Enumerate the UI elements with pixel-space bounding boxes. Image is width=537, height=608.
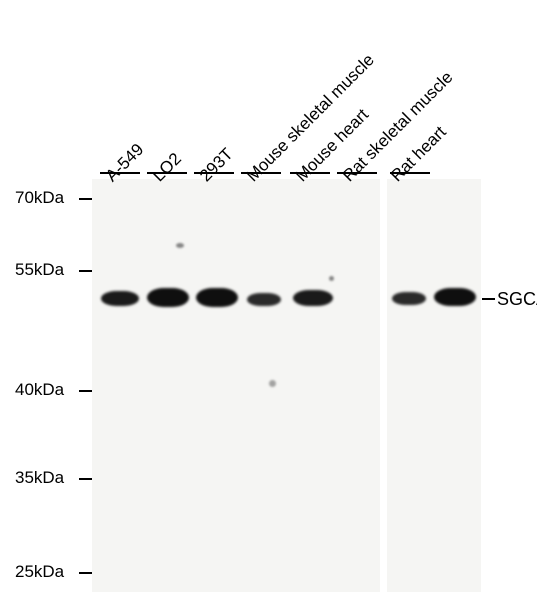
protein-label-tick bbox=[482, 298, 495, 300]
noise-spot bbox=[329, 276, 334, 281]
blot-panel-1 bbox=[92, 179, 380, 592]
protein-label: SGCA bbox=[497, 289, 537, 310]
protein-band bbox=[101, 291, 139, 306]
protein-band bbox=[147, 288, 189, 307]
protein-band bbox=[196, 288, 238, 307]
protein-band bbox=[293, 290, 333, 306]
noise-spot bbox=[176, 243, 184, 248]
western-blot-figure: 70kDa55kDa40kDa35kDa25kDa A-549LO2293TMo… bbox=[0, 0, 537, 608]
protein-band bbox=[392, 292, 426, 305]
noise-spot bbox=[269, 380, 276, 387]
mw-tick bbox=[79, 572, 92, 574]
mw-label: 40kDa bbox=[15, 380, 64, 400]
mw-label: 35kDa bbox=[15, 468, 64, 488]
mw-tick bbox=[79, 390, 92, 392]
mw-label: 55kDa bbox=[15, 260, 64, 280]
protein-band bbox=[434, 288, 476, 306]
mw-label: 70kDa bbox=[15, 188, 64, 208]
mw-label: 25kDa bbox=[15, 562, 64, 582]
blot-panel-2 bbox=[387, 179, 481, 592]
mw-tick bbox=[79, 198, 92, 200]
protein-band bbox=[247, 293, 281, 306]
mw-tick bbox=[79, 270, 92, 272]
mw-tick bbox=[79, 478, 92, 480]
